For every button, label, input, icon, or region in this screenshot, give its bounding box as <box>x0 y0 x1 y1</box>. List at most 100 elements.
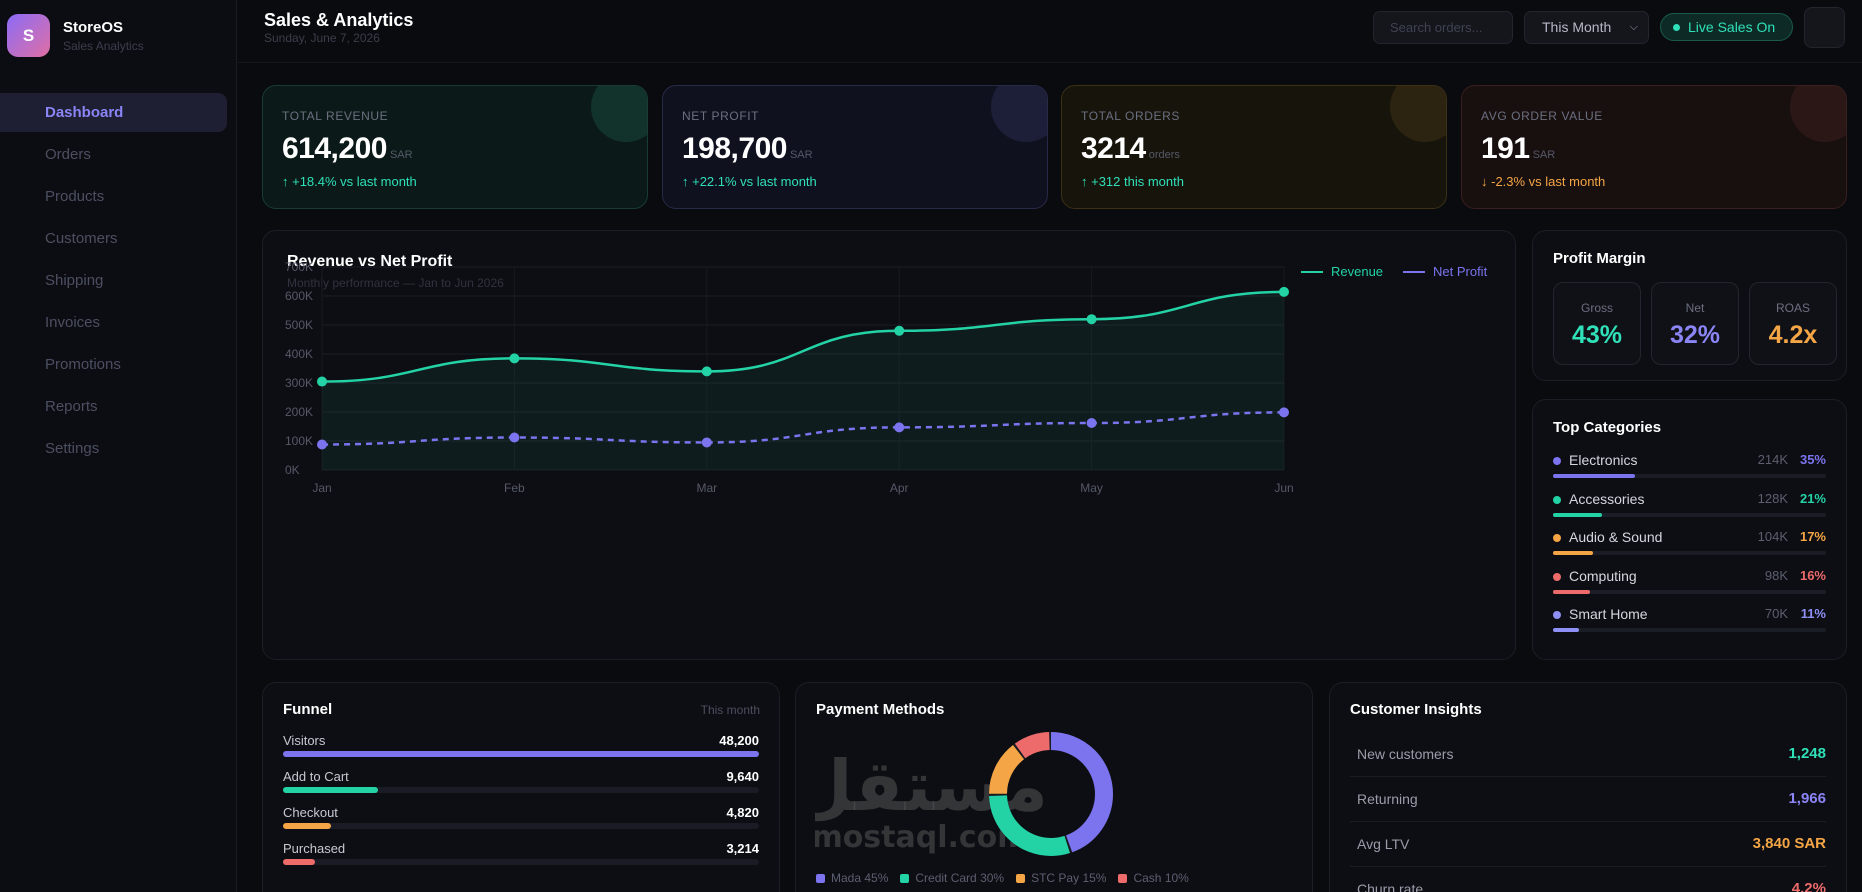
data-point-revenue <box>894 325 905 336</box>
sidebar-item-reports[interactable]: Reports <box>45 398 98 415</box>
category-percent: 35% <box>1799 452 1826 467</box>
funnel-value: 9,640 <box>726 769 759 784</box>
panel-title: Profit Margin <box>1553 250 1646 267</box>
legend-label: Net Profit <box>1433 264 1488 279</box>
insight-value: 3,840 SAR <box>1752 835 1826 852</box>
donut-slice-credit <box>989 732 1113 856</box>
brand-subtitle: Sales Analytics <box>63 38 144 53</box>
x-tick-label: May <box>1080 481 1103 495</box>
kpi-card-net-profit[interactable]: NET PROFIT 198,700 SAR ↑ +22.1% vs last m… <box>662 85 1048 209</box>
margin-value: 32% <box>1669 321 1721 349</box>
sidebar-item-products[interactable]: Products <box>45 188 105 205</box>
y-tick-label: 100K <box>285 434 313 448</box>
sidebar-item-dashboard[interactable]: Dashboard <box>0 93 227 132</box>
y-tick-label: 0K <box>285 463 300 477</box>
legend-item-net-profit[interactable]: Net Profit <box>1403 264 1487 279</box>
category-dot <box>1553 534 1561 542</box>
category-bar-track <box>1553 628 1826 632</box>
funnel-value: 3,214 <box>726 841 759 856</box>
funnel-bar-track <box>283 823 759 829</box>
period-select[interactable]: This Month ⌵ <box>1524 11 1649 44</box>
legend-swatch <box>816 873 825 883</box>
data-point-net-profit <box>509 432 520 443</box>
live-dot-icon <box>1673 24 1680 31</box>
live-sales-label: Live Sales On <box>1688 19 1776 35</box>
category-name: Smart Home <box>1569 606 1648 622</box>
panel-title: Top Categories <box>1553 419 1662 436</box>
category-amount: 128K <box>1757 490 1788 506</box>
legend-swatch <box>1301 270 1323 273</box>
data-point-net-profit <box>1279 407 1289 418</box>
profit-margin-panel: Profit Margin Gross 43% Net 32% ROAS 4.2… <box>1532 230 1847 381</box>
category-row[interactable]: Electronics 214K 35% <box>1553 452 1826 482</box>
funnel-bar-fill <box>283 859 315 865</box>
category-percent: 17% <box>1799 529 1826 544</box>
category-row[interactable]: Smart Home 70K 11% <box>1553 606 1826 636</box>
category-percent: 16% <box>1799 567 1826 583</box>
legend-item: Credit Card 30% <box>900 871 1004 885</box>
sidebar: S StoreOS Sales Analytics Dashboard Orde… <box>0 0 237 892</box>
y-tick-label: 200K <box>285 405 313 419</box>
y-tick-label: 300K <box>285 376 313 390</box>
sidebar-item-customers[interactable]: Customers <box>45 230 118 247</box>
funnel-bar-fill <box>283 751 759 757</box>
payment-donut-chart <box>989 732 1113 856</box>
category-row[interactable]: Computing 98K 16% <box>1553 568 1826 598</box>
funnel-label: Purchased <box>283 841 346 856</box>
funnel-bar-fill <box>283 787 379 793</box>
kpi-delta: ↑ +22.1% vs last month <box>682 174 817 189</box>
brand[interactable]: S StoreOS Sales Analytics <box>7 14 144 57</box>
margin-box-roas: ROAS 4.2x <box>1749 282 1837 365</box>
legend-label: Revenue <box>1331 264 1384 279</box>
category-amount: 98K <box>1764 567 1788 583</box>
sidebar-item-orders[interactable]: Orders <box>45 146 91 163</box>
kpi-delta: ↑ +312 this month <box>1081 174 1184 189</box>
sidebar-item-settings[interactable]: Settings <box>45 440 100 457</box>
kpi-label: AVG ORDER VALUE <box>1481 109 1603 123</box>
kpi-card-avg-order-value[interactable]: AVG ORDER VALUE 191 SAR ↓ -2.3% vs last m… <box>1461 85 1847 209</box>
category-dot <box>1553 495 1561 504</box>
category-amount: 104K <box>1757 529 1788 544</box>
decor-circle <box>591 86 647 142</box>
legend-swatch <box>1118 873 1128 883</box>
kpi-card-total-orders[interactable]: TOTAL ORDERS 3214 orders ↑ +312 this mont… <box>1061 85 1447 209</box>
search-input[interactable] <box>1373 11 1513 44</box>
category-dot <box>1553 457 1561 465</box>
revenue-chart-panel: Revenue vs Net Profit Monthly performanc… <box>262 230 1516 660</box>
category-bar-fill <box>1553 474 1635 478</box>
category-name: Computing <box>1569 567 1637 584</box>
profile-button[interactable] <box>1804 7 1845 48</box>
kpi-unit: SAR <box>789 149 813 161</box>
y-tick-label: 500K <box>285 318 313 332</box>
legend-label: STC Pay 15% <box>1031 871 1107 885</box>
funnel-panel: Funnel This month Visitors 48,200 Add to C… <box>262 682 780 892</box>
insight-row: Churn rate 4.2% <box>1350 868 1826 892</box>
funnel-value: 48,200 <box>719 733 759 748</box>
category-row[interactable]: Audio & Sound 104K 17% <box>1553 529 1826 559</box>
chevron-down-icon: ⌵ <box>1629 21 1638 33</box>
kpi-unit: SAR <box>1532 149 1556 161</box>
sidebar-item-shipping[interactable]: Shipping <box>45 272 104 289</box>
panel-title: Funnel <box>283 701 333 718</box>
margin-label: Net <box>1685 301 1705 315</box>
series-line-revenue <box>321 290 1285 383</box>
data-point-net-profit <box>701 437 712 448</box>
funnel-value: 4,820 <box>726 805 759 820</box>
sidebar-item-invoices[interactable]: Invoices <box>45 314 101 331</box>
live-sales-toggle[interactable]: Live Sales On <box>1660 13 1793 41</box>
legend-label: Credit Card 30% <box>915 871 1005 885</box>
chart-subtitle: Monthly performance — Jan to Jun 2026 <box>287 276 504 290</box>
series-area-revenue <box>322 291 1284 470</box>
legend-item-revenue[interactable]: Revenue <box>1301 264 1383 279</box>
y-tick-label: 600K <box>285 289 313 303</box>
funnel-row: Purchased 3,214 <box>283 841 759 871</box>
category-row[interactable]: Accessories 128K 21% <box>1553 491 1826 521</box>
funnel-row: Add to Cart 9,640 <box>283 769 759 799</box>
insight-value: 1,966 <box>1788 790 1826 807</box>
margin-label: Gross <box>1580 301 1613 315</box>
decor-circle <box>991 86 1047 142</box>
kpi-value: 191 SAR <box>1481 132 1556 165</box>
margin-label: ROAS <box>1775 301 1810 315</box>
sidebar-item-promotions[interactable]: Promotions <box>45 356 121 373</box>
kpi-card-total-revenue[interactable]: TOTAL REVENUE 614,200 SAR ↑ +18.4% vs las… <box>262 85 648 209</box>
